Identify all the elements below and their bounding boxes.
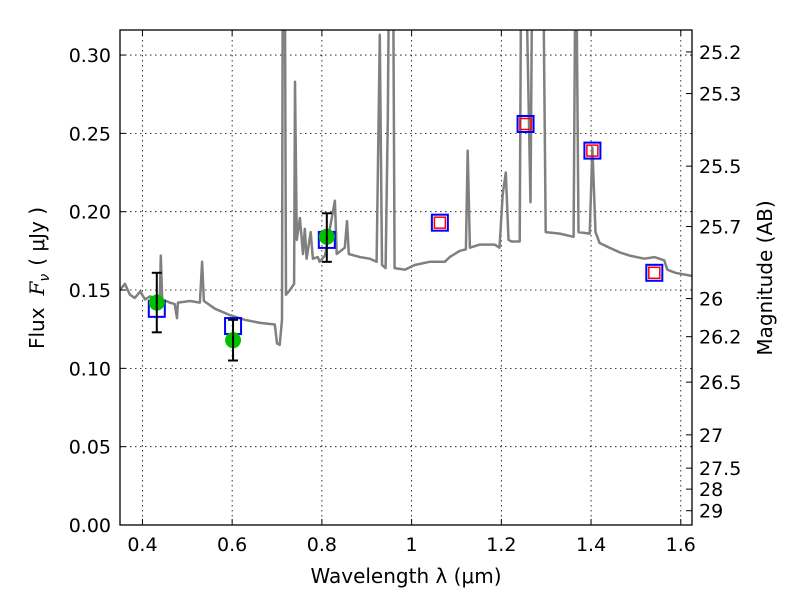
y-label-sub: ν (37, 274, 53, 282)
y-tick-label: 0.05 (69, 437, 111, 459)
y-tick-label: 0.00 (69, 515, 111, 537)
y2-axis-label: Magnitude (AB) (753, 200, 777, 355)
y-label-prefix: Flux (25, 307, 49, 349)
model-photometry-box (430, 213, 449, 232)
y2-tick-label: 27 (699, 425, 723, 447)
model-photometry-box (583, 141, 602, 160)
axes: 0.4 0.6 0.8 1 1.2 1.4 1.6 0.00 0.05 0.10 0.15 0.20 0… (69, 30, 741, 556)
model-photometry-inner-box (586, 144, 599, 157)
y2-tick-label: 26 (699, 289, 723, 311)
model-photometry-inner-box (648, 266, 661, 280)
x-tick-label: 1.4 (576, 534, 606, 556)
y2-tick-label: 27.5 (699, 458, 741, 480)
x-tick-label: 0.8 (307, 534, 337, 556)
svg-text:FluxFν( μJy ): Flux Fν ( μJy ) (25, 207, 53, 349)
x-axis-label: Wavelength λ (μm) (310, 564, 501, 588)
model-photometry-inner-box (433, 216, 447, 229)
model-spectrum-line (120, 30, 692, 347)
model-photometry-box (516, 114, 535, 133)
x-tick-label: 1.6 (666, 534, 696, 556)
y-tick-label: 0.15 (69, 280, 111, 302)
x-tick-label: 1.2 (486, 534, 516, 556)
y-tick-label: 0.30 (69, 45, 111, 67)
y-tick-label: 0.20 (69, 202, 111, 224)
x-tick-label: 1 (406, 534, 418, 556)
x-tick-label: 0.4 (127, 534, 157, 556)
y2-tick-label: 25.3 (699, 84, 741, 106)
y2-tick-label: 28 (699, 479, 723, 501)
y2-tick-label: 25.7 (699, 217, 741, 239)
y2-tick-label: 29 (699, 501, 723, 523)
y-tick-label: 0.25 (69, 123, 111, 145)
y-tick-label: 0.10 (69, 358, 111, 380)
y-axis-label: Flux Fν ( μJy ) (25, 207, 53, 349)
plot-frame (119, 29, 693, 526)
y2-tick-label: 25.5 (699, 156, 741, 178)
model-photometry-inner-box (519, 117, 532, 131)
spectrum-layer (120, 30, 692, 347)
points-layer (147, 114, 664, 362)
model-photometry-box (645, 263, 664, 282)
y2-tick-label: 26.5 (699, 372, 741, 394)
grid (120, 30, 692, 526)
x-tick-label: 0.6 (217, 534, 247, 556)
y-label-symbol: F (25, 280, 49, 296)
y-label-unit: ( μJy ) (25, 207, 49, 266)
y2-tick-label: 25.2 (699, 42, 741, 64)
y2-tick-label: 26.2 (699, 327, 741, 349)
